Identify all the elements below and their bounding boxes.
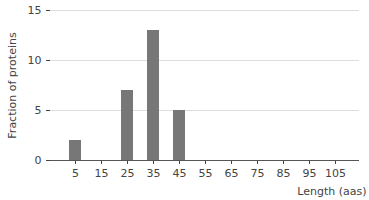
svg-text:35: 35 — [147, 167, 161, 180]
svg-text:55: 55 — [199, 167, 213, 180]
svg-text:0: 0 — [35, 154, 42, 167]
svg-text:5: 5 — [72, 167, 79, 180]
svg-text:65: 65 — [225, 167, 239, 180]
svg-text:75: 75 — [251, 167, 265, 180]
svg-text:45: 45 — [173, 167, 187, 180]
svg-text:15: 15 — [95, 167, 109, 180]
svg-text:5: 5 — [35, 104, 42, 117]
svg-text:105: 105 — [325, 167, 346, 180]
svg-text:Fraction of proteins: Fraction of proteins — [6, 32, 19, 139]
svg-text:95: 95 — [303, 167, 317, 180]
svg-text:Length (aas): Length (aas) — [297, 185, 366, 198]
svg-text:15: 15 — [28, 4, 42, 17]
svg-text:85: 85 — [277, 167, 291, 180]
svg-text:10: 10 — [28, 54, 42, 67]
svg-text:25: 25 — [121, 167, 135, 180]
